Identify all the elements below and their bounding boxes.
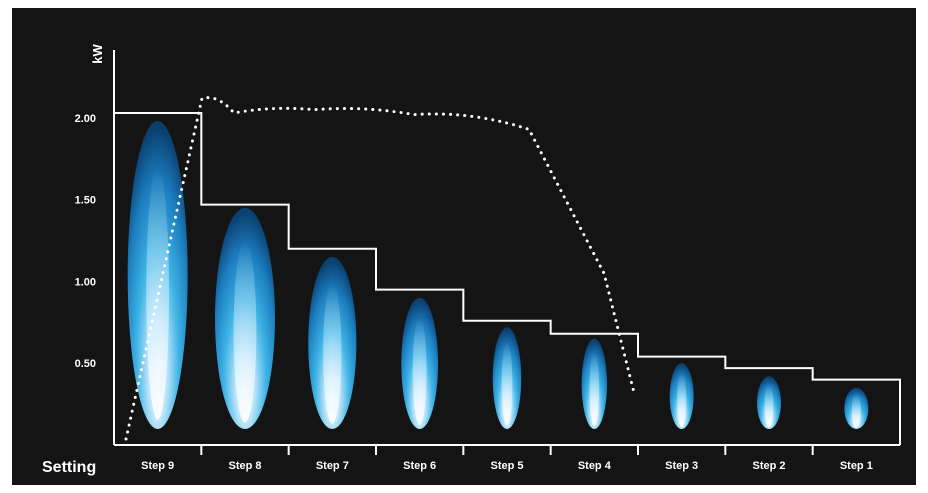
line-layer: [113, 50, 901, 455]
y-tick-label: 2.00: [75, 113, 96, 125]
flame-core-9: [851, 393, 861, 428]
y-tick-label: 1.50: [75, 195, 96, 207]
x-tick-label: Step 8: [228, 460, 261, 472]
y-tick-label: 0.50: [75, 358, 96, 370]
x-tick-label: Step 5: [490, 460, 523, 472]
x-tick-label: Step 9: [141, 460, 174, 472]
x-tick-label: Step 3: [665, 460, 698, 472]
power-chart: 0.50 1.00 1.50 2.00 kW Step 9 Step 8 Step 7 Step…: [42, 44, 901, 476]
x-tick-label: Step 7: [316, 460, 349, 472]
x-tick-label: Step 2: [752, 460, 785, 472]
flame-layer: [127, 121, 869, 430]
flame-core-4: [412, 317, 427, 426]
flame-core-5: [501, 342, 513, 426]
flame-core-3: [323, 282, 342, 424]
flame-core-2: [233, 241, 257, 423]
flame-core-8: [764, 384, 774, 428]
flame-core-6: [589, 352, 600, 427]
dotted-curve: [124, 96, 636, 441]
y-axis-title: kW: [90, 44, 105, 64]
x-tick-label: Step 1: [840, 460, 873, 472]
chart-frame: 0.50 1.00 1.50 2.00 kW Step 9 Step 8 Step 7 Step…: [12, 8, 916, 485]
y-tick-label: 1.00: [75, 276, 96, 288]
label-layer: 0.50 1.00 1.50 2.00 kW Step 9 Step 8 Step 7 Step…: [42, 44, 873, 476]
x-tick-label: Step 4: [578, 460, 612, 472]
x-axis-title: Setting: [42, 459, 96, 476]
flame-core-7: [677, 373, 687, 428]
x-tick-label: Step 6: [403, 460, 436, 472]
step-power-line: [114, 112, 901, 445]
